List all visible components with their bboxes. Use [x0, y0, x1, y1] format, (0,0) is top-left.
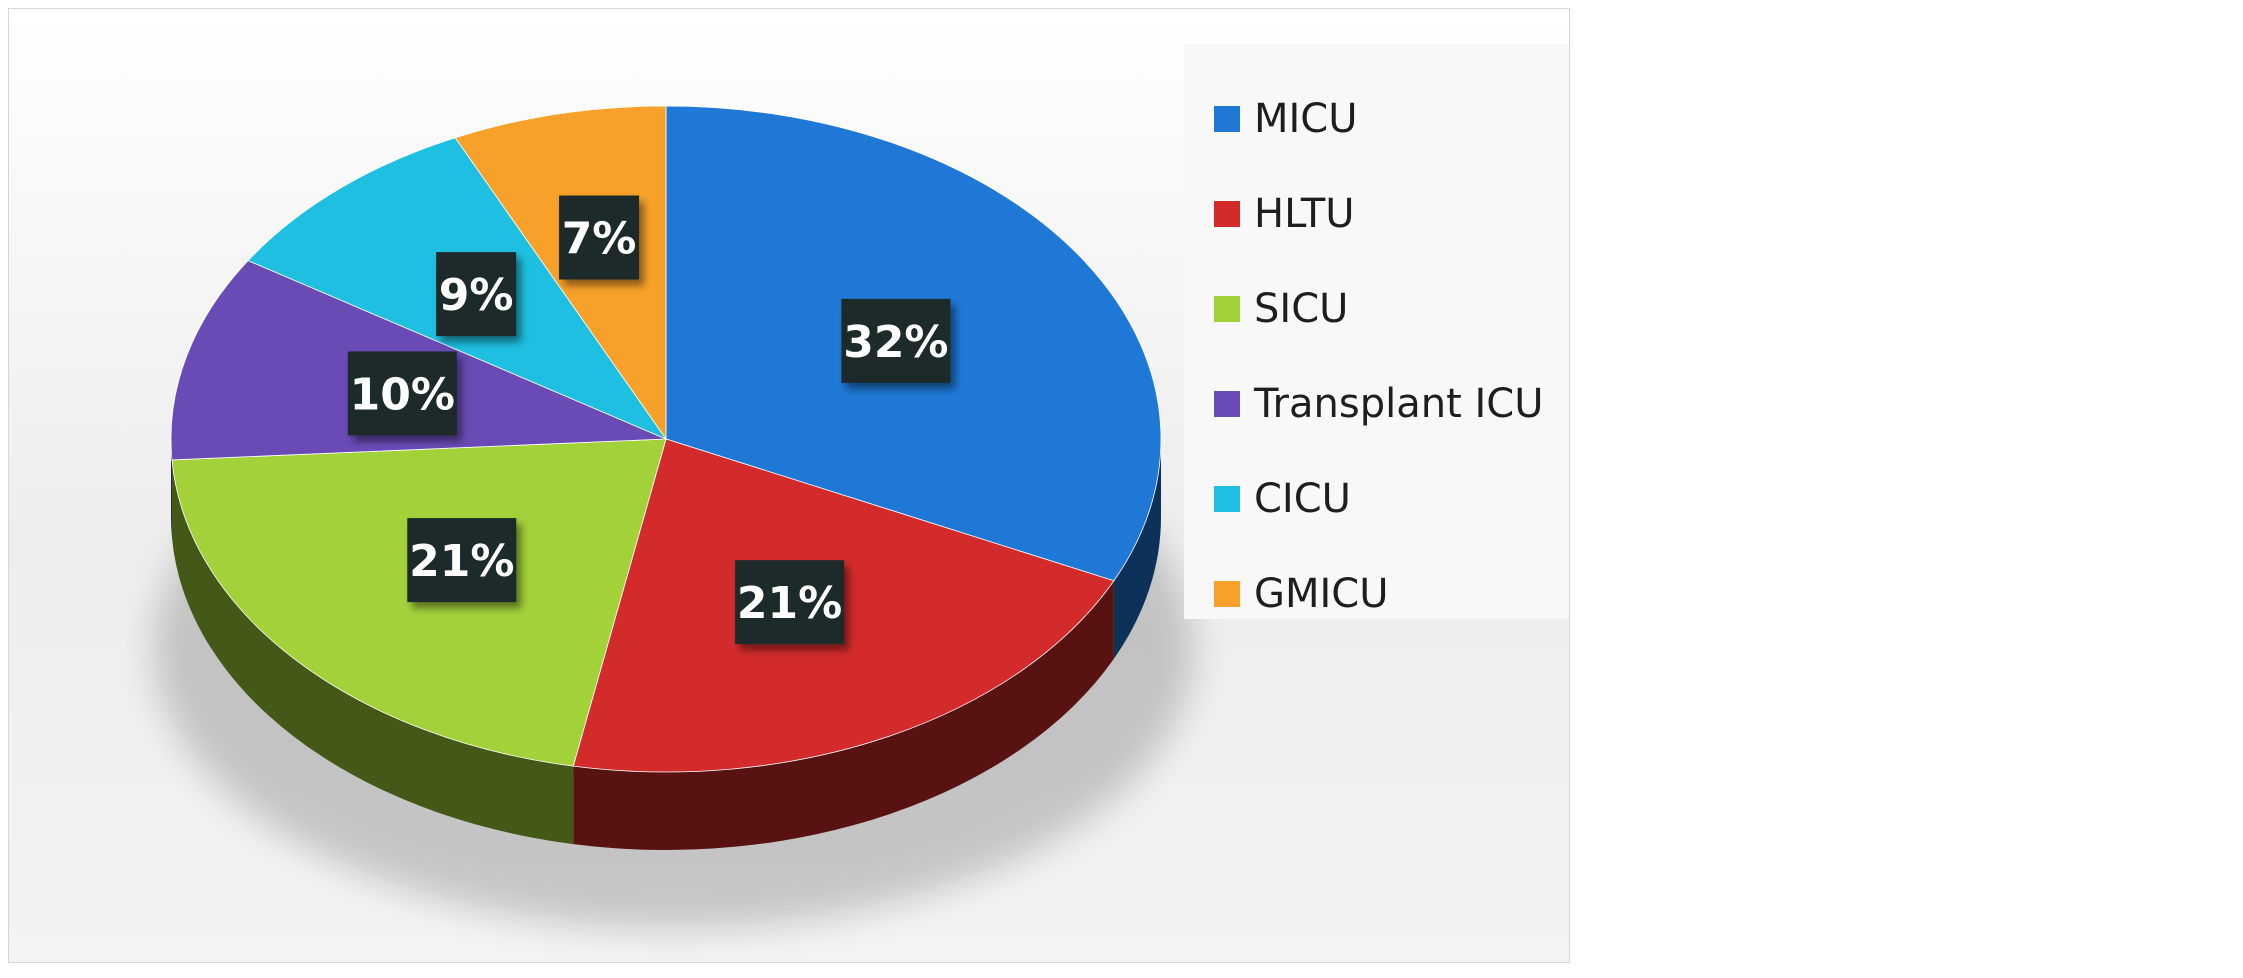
data-label-text: 21% — [409, 536, 514, 587]
chart-frame: 32% 21% 21% 10% 9% 7% MICU HLTU SICU Transplant … — [8, 8, 1570, 963]
legend-label: Transplant ICU — [1254, 381, 1544, 427]
legend-item-gmicu: GMICU — [1214, 569, 1389, 619]
data-label-text: 10% — [350, 369, 455, 420]
legend-item-micu: MICU — [1214, 94, 1358, 144]
data-label-cicu: 9% — [436, 252, 517, 337]
pie-side-sicu — [171, 459, 574, 845]
legend-label: SICU — [1254, 286, 1349, 332]
data-label-box — [735, 560, 845, 645]
legend-item-hltu: HLTU — [1214, 189, 1355, 239]
data-label-box — [347, 351, 457, 436]
legend-label: MICU — [1254, 96, 1358, 142]
pie-slice-sicu — [171, 438, 667, 767]
pie-labels: 32% 21% 21% 10% 9% 7% — [347, 195, 951, 645]
pie-side-transplant-icu — [171, 439, 172, 538]
data-label-text: 9% — [439, 270, 514, 321]
legend-item-sicu: SICU — [1214, 284, 1348, 334]
legend: MICU HLTU SICU Transplant ICU CICU GMICU — [1184, 44, 1569, 619]
data-label-text: 32% — [843, 317, 948, 368]
data-label-box — [559, 195, 640, 280]
legend-label: GMICU — [1254, 571, 1389, 617]
legend-label: CICU — [1254, 476, 1351, 522]
legend-swatch — [1214, 201, 1240, 227]
legend-swatch — [1214, 391, 1240, 417]
data-label-text: 7% — [562, 214, 637, 265]
data-label-box — [841, 298, 951, 383]
pie-side-micu — [1113, 439, 1161, 659]
data-label-sicu: 21% — [407, 518, 517, 603]
legend-swatch — [1214, 486, 1240, 512]
pie-side-hltu — [573, 580, 1114, 850]
legend-label: HLTU — [1254, 191, 1355, 237]
pie-chart: 32% 21% 21% 10% 9% 7% — [154, 105, 1194, 929]
legend-item-cicu: CICU — [1214, 474, 1351, 524]
data-label-text: 21% — [737, 578, 842, 629]
data-label-transplant-icu: 10% — [347, 351, 457, 436]
data-label-box — [436, 252, 517, 337]
legend-swatch — [1214, 581, 1240, 607]
legend-item-transplant-icu: Transplant ICU — [1214, 379, 1543, 429]
legend-swatch — [1214, 296, 1240, 322]
pie-depth — [171, 439, 1161, 850]
data-label-micu: 32% — [841, 298, 951, 383]
data-label-hltu: 21% — [735, 560, 845, 645]
data-label-box — [407, 518, 517, 603]
data-label-gmicu: 7% — [559, 195, 640, 280]
legend-swatch — [1214, 106, 1240, 132]
pie-slices — [170, 105, 1162, 773]
